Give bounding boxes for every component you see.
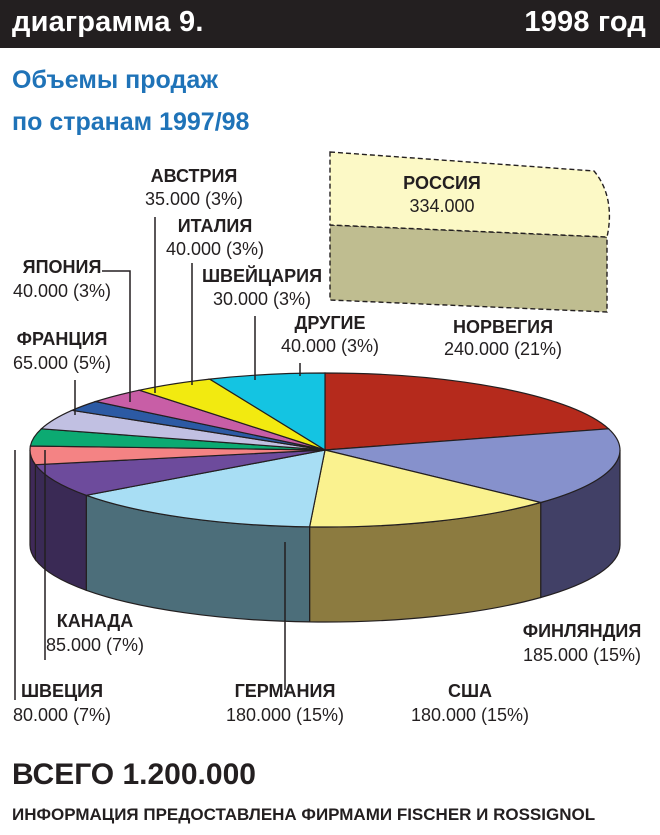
header-bar: диаграмма 9. 1998 год — [0, 0, 660, 48]
russia-slice-top — [329, 151, 611, 238]
slice-value-3: 180.000 (15%) — [411, 705, 529, 725]
slice-name-5: ШВЕЦИЯ — [21, 681, 103, 701]
slice-name-12: ДРУГИЕ — [295, 313, 366, 333]
pie-slice-12 — [207, 372, 326, 452]
chart-title-line-1: Объемы продаж — [12, 66, 218, 94]
slice-value-2: 185.000 (15%) — [523, 645, 641, 665]
slice-name-3: США — [448, 681, 492, 701]
pie-slice-4 — [84, 449, 326, 528]
slice-value-4: 180.000 (15%) — [226, 705, 344, 725]
diagram-number: диаграмма 9. — [12, 6, 204, 38]
slice-name-4: ГЕРМАНИЯ — [235, 681, 336, 701]
slice-name-6: КАНАДА — [57, 611, 133, 631]
year-label: 1998 год — [524, 6, 646, 38]
slice-name-9: АВСТРИЯ — [151, 166, 238, 186]
pie-slice-2 — [324, 428, 621, 504]
slice-value-1: 240.000 (21%) — [444, 339, 562, 359]
russia-slice-side — [329, 224, 608, 313]
slice-value-12: 40.000 (3%) — [281, 336, 379, 356]
source-note: ИНФОРМАЦИЯ ПРЕДОСТАВЛЕНА ФИРМАМИ FISCHER… — [12, 805, 596, 824]
pie-slices — [29, 372, 621, 528]
leader-lines — [14, 217, 301, 700]
slice-name-10: ИТАЛИЯ — [178, 216, 253, 236]
slice-value-6: 85.000 (7%) — [46, 635, 144, 655]
russia-value: 334.000 — [409, 196, 474, 216]
pie-side-6 — [29, 449, 36, 562]
slice-name-2: ФИНЛЯНДИЯ — [523, 621, 642, 641]
total-sales: ВСЕГО 1.200.000 — [12, 758, 256, 791]
slice-name-1: НОРВЕГИЯ — [453, 317, 553, 337]
pie-slice-3 — [308, 449, 544, 528]
leader-line-8 — [102, 270, 131, 402]
slice-value-5: 80.000 (7%) — [13, 705, 111, 725]
slice-name-8: ЯПОНИЯ — [23, 257, 102, 277]
slice-value-9: 35.000 (3%) — [145, 189, 243, 209]
slice-value-10: 40.000 (3%) — [166, 239, 264, 259]
slice-value-8: 40.000 (3%) — [13, 281, 111, 301]
slice-name-11: ШВЕЙЦАРИЯ — [202, 265, 322, 286]
pie-sides — [29, 449, 621, 623]
slice-value-11: 30.000 (3%) — [213, 289, 311, 309]
russia-exploded-slice — [329, 151, 611, 313]
slice-name-7: ФРАНЦИЯ — [17, 329, 108, 349]
slice-value-7: 65.000 (5%) — [13, 353, 111, 373]
pie-slice-1 — [324, 372, 611, 451]
chart-title-line-2: по странам 1997/98 — [12, 108, 250, 136]
russia-name: РОССИЯ — [403, 173, 481, 193]
